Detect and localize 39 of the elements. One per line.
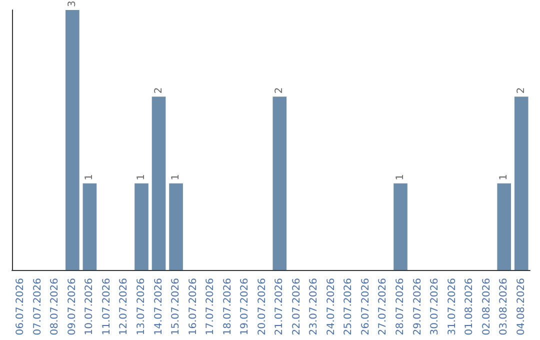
x-tick-label: 03.08.2026 bbox=[498, 278, 510, 336]
x-tick-label: 02.08.2026 bbox=[481, 278, 492, 336]
x-tick-label: 27.07.2026 bbox=[378, 278, 389, 336]
x-tick-label: 01.08.2026 bbox=[464, 278, 476, 336]
x-tick-label: 28.07.2026 bbox=[395, 278, 406, 336]
data-label: 2 bbox=[516, 87, 527, 94]
x-tick-label: 10.07.2026 bbox=[84, 278, 96, 336]
x-tick-label: 29.07.2026 bbox=[412, 278, 424, 336]
data-label: 1 bbox=[395, 174, 406, 180]
x-tick-label: 22.07.2026 bbox=[291, 278, 302, 336]
x-tick-label: 31.07.2026 bbox=[446, 278, 458, 336]
x-tick-label: 04.08.2026 bbox=[516, 278, 527, 336]
x-tick-label: 20.07.2026 bbox=[256, 278, 268, 336]
x-tick-label: 09.07.2026 bbox=[66, 278, 78, 336]
data-label: 1 bbox=[136, 174, 147, 180]
x-tick-label: 25.07.2026 bbox=[343, 278, 354, 336]
x-tick-label: 15.07.2026 bbox=[170, 278, 182, 336]
data-label: 3 bbox=[66, 0, 78, 7]
x-tick-label: 11.07.2026 bbox=[101, 278, 112, 336]
x-tick-label: 07.07.2026 bbox=[32, 278, 44, 336]
x-tick-label: 13.07.2026 bbox=[136, 278, 147, 336]
x-tick-label: 06.07.2026 bbox=[15, 278, 26, 336]
data-label: 1 bbox=[84, 174, 96, 180]
x-tick-label: 18.07.2026 bbox=[222, 278, 234, 336]
x-tick-label: 26.07.2026 bbox=[360, 278, 372, 336]
x-tick-label: 24.07.2026 bbox=[326, 278, 337, 336]
data-label: 1 bbox=[170, 174, 182, 180]
x-tick-label: 23.07.2026 bbox=[308, 278, 320, 336]
x-tick-label: 08.07.2026 bbox=[50, 278, 61, 336]
x-tick-label: 19.07.2026 bbox=[240, 278, 251, 336]
x-tick-label: 21.07.2026 bbox=[274, 278, 286, 336]
x-tick-label: 14.07.2026 bbox=[153, 278, 164, 336]
data-label: 2 bbox=[153, 87, 164, 94]
x-tick-label: 17.07.2026 bbox=[205, 278, 216, 336]
data-label: 1 bbox=[498, 174, 510, 180]
x-tick-label: 30.07.2026 bbox=[430, 278, 441, 336]
x-tick-label: 16.07.2026 bbox=[188, 278, 199, 336]
data-label: 2 bbox=[274, 87, 286, 94]
x-tick-label: 12.07.2026 bbox=[118, 278, 130, 336]
